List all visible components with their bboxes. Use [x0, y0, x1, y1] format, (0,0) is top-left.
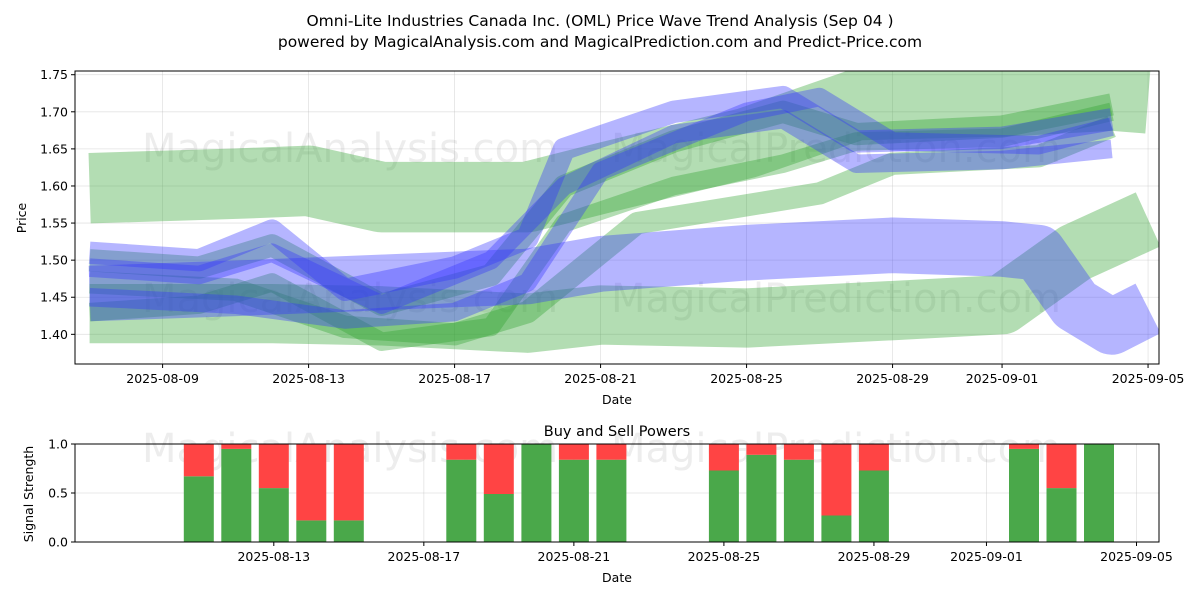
- sell-bar-2025-09-02: [1009, 444, 1039, 449]
- sell-bar-2025-08-22: [596, 444, 627, 460]
- price-gridlines: [75, 71, 1159, 364]
- price-x-tick-label: 2025-08-25: [710, 371, 783, 386]
- price-wave-green-lower-band: [89, 192, 1159, 353]
- sell-bar-2025-08-15: [333, 444, 364, 521]
- watermark-text: MagicalAnalysis.com: [142, 126, 558, 172]
- price-y-tick-label: 1.65: [40, 141, 68, 156]
- sell-bar-2025-08-26: [746, 444, 777, 455]
- signal-y-tick-label: 0.5: [48, 486, 68, 501]
- sell-bar-2025-08-14: [296, 444, 327, 521]
- watermark-text: MagicalAnalysis.com: [142, 276, 558, 322]
- buy-bar-2025-08-28: [821, 515, 852, 542]
- chart-subtitle: powered by MagicalAnalysis.com and Magic…: [278, 33, 922, 51]
- buy-bar-2025-08-27: [783, 459, 814, 542]
- signal-x-axis-label: Date: [602, 570, 632, 585]
- price-x-tick-label: 2025-08-21: [564, 371, 637, 386]
- price-y-tick-label: 1.55: [40, 216, 68, 231]
- price-x-tick-label: 2025-08-09: [126, 371, 199, 386]
- price-y-tick-label: 1.75: [40, 67, 68, 82]
- sell-bar-2025-08-28: [821, 444, 852, 516]
- signal-y-ticks: 0.0 0.5 1.0: [48, 437, 75, 550]
- sell-bar-2025-08-21: [558, 444, 589, 460]
- sell-bar-2025-09-03: [1046, 444, 1077, 489]
- signal-x-ticks: 2025-08-13 2025-08-17 2025-08-21 2025-08-25…: [237, 542, 1173, 564]
- sell-bar-2025-08-19: [483, 444, 514, 494]
- buy-bar-2025-08-25: [708, 470, 739, 542]
- buy-bar-2025-08-15: [333, 520, 364, 542]
- price-wave-green-wave-1: [88, 93, 1114, 316]
- signal-y-tick-label: 1.0: [48, 437, 68, 452]
- chart-title: Omni-Lite Industries Canada Inc. (OML) P…: [306, 12, 893, 30]
- buy-bar-2025-08-20: [521, 444, 552, 542]
- signal-x-tick-label: 2025-08-21: [538, 549, 611, 564]
- price-panel: MagicalAnalysis.com MagicalPrediction.co…: [14, 67, 1184, 407]
- price-y-tick-label: 1.40: [40, 327, 68, 342]
- sell-bar-2025-08-25: [708, 444, 739, 471]
- sell-bar-2025-08-12: [221, 444, 252, 449]
- price-x-tick-label: 2025-08-17: [418, 371, 491, 386]
- price-wave-series: [88, 71, 1159, 355]
- watermark-text: MagicalPrediction.com: [611, 276, 1061, 322]
- sell-bar-2025-08-27: [783, 444, 814, 460]
- buy-bar-2025-09-04: [1084, 444, 1114, 542]
- signal-x-tick-label: 2025-09-05: [1100, 549, 1173, 564]
- price-wave-blue-main-band: [88, 217, 1159, 355]
- signal-x-tick-label: 2025-09-01: [950, 549, 1023, 564]
- sell-bar-2025-08-11: [183, 444, 214, 477]
- signal-x-tick-label: 2025-08-25: [688, 549, 761, 564]
- price-wave-blue-wave-1: [88, 85, 1114, 301]
- buy-bar-2025-08-14: [296, 520, 327, 542]
- price-y-tick-label: 1.45: [40, 290, 68, 305]
- signal-y-axis-label: Signal Strength: [21, 446, 36, 542]
- buy-bar-2025-08-11: [183, 476, 214, 542]
- price-x-tick-label: 2025-08-29: [856, 371, 929, 386]
- price-y-tick-label: 1.60: [40, 178, 68, 193]
- signal-panel-title: Buy and Sell Powers: [544, 424, 690, 440]
- buy-bar-2025-08-22: [596, 459, 627, 542]
- sell-bar-2025-08-13: [258, 444, 289, 489]
- price-wave-green-upper-band: [88, 71, 1151, 233]
- buy-bar-2025-09-03: [1046, 488, 1077, 542]
- price-axes-frame: [74, 70, 1160, 365]
- buy-bar-2025-08-12: [221, 448, 252, 542]
- price-wave-blue-wave-2: [88, 109, 1113, 314]
- signal-bars: [183, 444, 1114, 542]
- price-watermarks: MagicalAnalysis.com MagicalPrediction.co…: [142, 126, 1061, 322]
- signal-y-tick-label: 0.0: [48, 535, 68, 550]
- buy-bar-2025-08-18: [446, 459, 477, 542]
- price-wave-green-wave-3: [89, 116, 1116, 346]
- signal-x-tick-label: 2025-08-17: [388, 549, 461, 564]
- price-y-axis-label: Price: [14, 202, 29, 233]
- buy-bar-2025-08-13: [258, 488, 289, 542]
- price-wave-blue-wave-3: [89, 87, 1114, 329]
- buy-bar-2025-08-29: [858, 470, 889, 542]
- price-x-tick-label: 2025-08-13: [272, 371, 345, 386]
- sell-bar-2025-08-18: [446, 444, 477, 460]
- buy-bar-2025-08-19: [483, 494, 514, 542]
- signal-x-tick-label: 2025-08-29: [838, 549, 911, 564]
- buy-bar-2025-09-02: [1009, 448, 1039, 542]
- watermark-text: MagicalPrediction.com: [611, 126, 1061, 172]
- sell-bar-2025-08-29: [858, 444, 889, 471]
- buy-bar-2025-08-21: [558, 459, 589, 542]
- price-x-tick-label: 2025-09-05: [1112, 371, 1185, 386]
- price-y-tick-label: 1.50: [40, 253, 68, 268]
- price-y-ticks: 1.40 1.45 1.50 1.55 1.60 1.65 1.70 1.75: [40, 67, 75, 342]
- buy-bar-2025-08-26: [746, 454, 777, 542]
- price-y-tick-label: 1.70: [40, 104, 68, 119]
- price-x-tick-label: 2025-09-01: [966, 371, 1039, 386]
- price-x-ticks: 2025-08-09 2025-08-13 2025-08-17 2025-08-21…: [126, 364, 1184, 386]
- signal-panel: Buy and Sell Powers MagicalAnalysis.com …: [21, 424, 1173, 585]
- price-x-axis-label: Date: [602, 392, 632, 407]
- price-wave-green-wave-2: [88, 102, 1114, 351]
- signal-x-tick-label: 2025-08-13: [237, 549, 310, 564]
